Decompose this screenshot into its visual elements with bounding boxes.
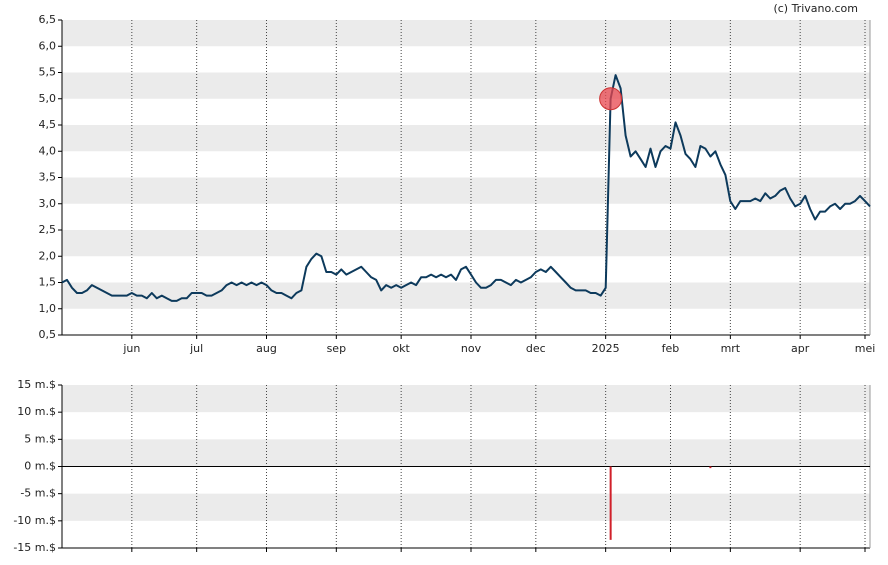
x-tick-label: sep [327,342,346,355]
x-tick-label: jul [189,342,203,355]
y-tick-label: 0 m.$ [24,460,56,473]
y-tick-label: -15 m.$ [13,541,56,554]
x-tick-label: jun [122,342,140,355]
copyright: (c) Trivano.com [773,2,858,15]
grid-band [62,439,870,467]
x-tick-label: 2025 [592,342,620,355]
grid-band [62,282,870,309]
y-tick-label: 1,5 [39,276,57,289]
grid-band [62,72,870,99]
y-tick-label: -5 m.$ [20,487,56,500]
y-tick-label: 5,5 [39,66,57,79]
y-tick-label: 5,0 [39,92,57,105]
grid-band [62,493,870,521]
grid-band [62,20,870,47]
y-tick-label: 6,0 [39,39,57,52]
y-tick-label: 3,5 [39,171,57,184]
y-tick-label: 4,0 [39,144,57,157]
x-tick-label: dec [526,342,546,355]
y-tick-label: 0,5 [39,328,57,341]
bar [709,466,712,469]
grid-band [62,177,870,204]
y-tick-label: 6,5 [39,13,57,26]
y-tick-label: 2,5 [39,223,57,236]
y-tick-label: 15 m.$ [17,378,56,391]
x-tick-label: apr [791,342,810,355]
bar [609,466,612,540]
x-tick-label: okt [392,342,410,355]
y-tick-label: 3,0 [39,197,57,210]
y-tick-label: 2,0 [39,249,57,262]
y-tick-label: 10 m.$ [17,405,56,418]
y-tick-label: 5 m.$ [24,432,56,445]
x-tick-label: mrt [721,342,741,355]
grid-band [62,230,870,257]
y-tick-label: 4,5 [39,118,57,131]
x-tick-label: feb [662,342,680,355]
y-tick-label: -10 m.$ [13,514,56,527]
price-line [61,74,871,302]
y-tick-label: 1,0 [39,302,57,315]
x-tick-label: aug [256,342,277,355]
x-tick-label: nov [461,342,482,355]
x-tick-label: mei [855,342,876,355]
grid-band [62,385,870,413]
highlight-point [599,87,623,111]
grid-band [62,125,870,152]
